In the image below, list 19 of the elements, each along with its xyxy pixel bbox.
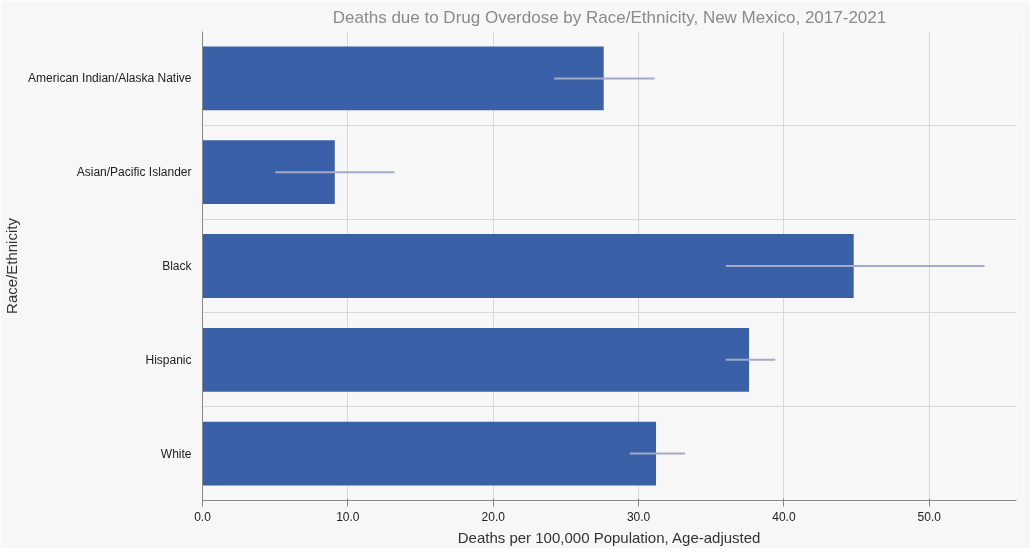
x-tick-label: 30.0 <box>626 509 651 524</box>
y-tick-label: Black <box>162 259 193 273</box>
y-axis-title: Race/Ethnicity <box>3 217 21 314</box>
y-tick-label: American Indian/Alaska Native <box>28 71 192 86</box>
y-tick-label: Asian/Pacific Islander <box>76 165 192 180</box>
x-tick-label: 10.0 <box>336 509 360 524</box>
x-tick-label: 20.0 <box>481 509 506 524</box>
x-tick-label: 0.0 <box>194 509 212 524</box>
bar <box>202 327 750 392</box>
y-tick-label: White <box>160 446 192 461</box>
bar <box>202 46 604 111</box>
chart-title: Deaths due to Drug Overdose by Race/Ethnicity, New Mexico, 2017-2021 <box>332 7 887 27</box>
x-axis-title: Deaths per 100,000 Population, Age-adjusted <box>457 528 761 546</box>
bar <box>202 234 854 298</box>
bar <box>202 421 657 486</box>
y-tick-label: Hispanic <box>145 352 192 367</box>
x-tick-label: 40.0 <box>772 509 796 524</box>
bar <box>202 140 335 205</box>
x-tick-label: 50.0 <box>917 509 942 524</box>
